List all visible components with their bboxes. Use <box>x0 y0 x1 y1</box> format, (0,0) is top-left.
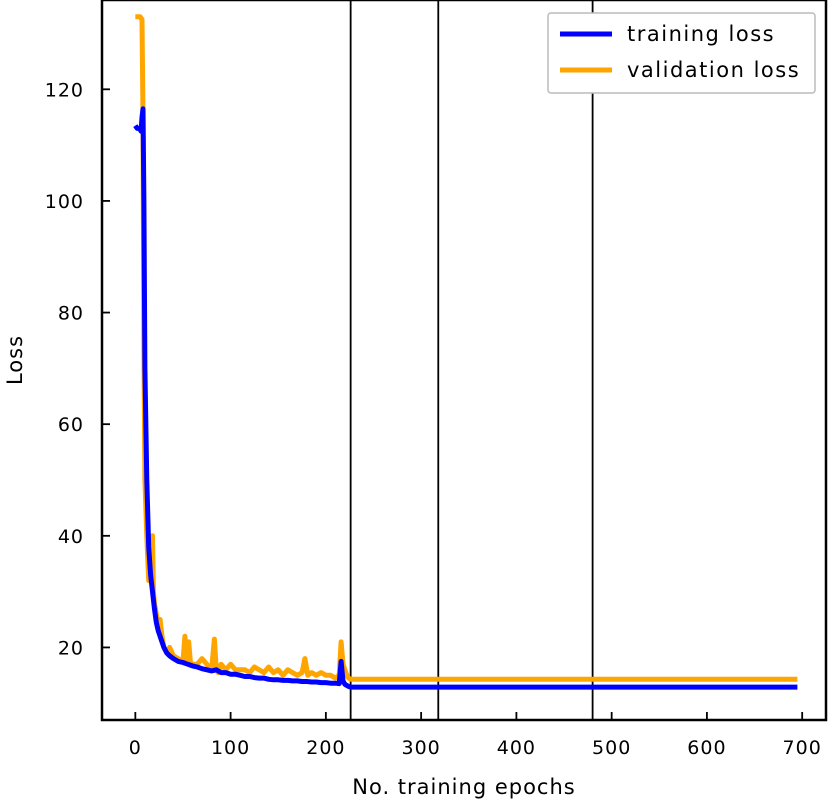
series-lines <box>133 14 798 690</box>
y-tick-label: 80 <box>58 303 84 325</box>
legend-label-training: training loss <box>627 22 775 46</box>
training-loss-line <box>133 106 798 690</box>
legend-label-validation: validation loss <box>627 58 800 82</box>
y-tick-label: 60 <box>58 414 84 436</box>
x-tick-label: 200 <box>306 737 345 759</box>
x-tick-label: 400 <box>497 737 536 759</box>
plot-frame <box>100 0 828 722</box>
legend: training loss validation loss <box>547 12 816 94</box>
x-tick-label: 300 <box>401 737 440 759</box>
x-axis-label: No. training epochs <box>352 775 575 799</box>
y-axis-label: Loss <box>3 335 27 385</box>
y-axis: 20 40 60 80 100 120 <box>45 79 110 659</box>
vertical-markers <box>349 0 594 720</box>
y-tick-label: 40 <box>58 526 84 548</box>
x-axis: 0 100 200 300 400 500 600 700 <box>129 712 822 759</box>
validation-loss-line <box>135 14 798 682</box>
x-tick-label: 700 <box>783 737 822 759</box>
y-tick-label: 100 <box>45 191 84 213</box>
y-tick-label: 20 <box>58 637 84 659</box>
x-tick-label: 0 <box>129 737 142 759</box>
x-tick-label: 100 <box>211 737 250 759</box>
x-tick-label: 500 <box>592 737 631 759</box>
legend-box <box>547 12 816 94</box>
y-tick-label: 120 <box>45 79 84 101</box>
x-tick-label: 600 <box>687 737 726 759</box>
